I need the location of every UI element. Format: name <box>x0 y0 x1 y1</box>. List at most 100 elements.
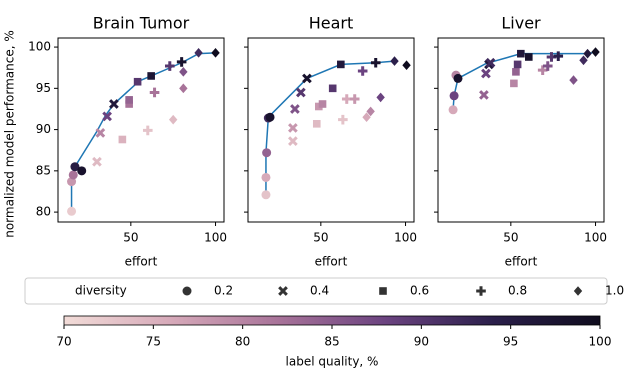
x-tick-label: 50 <box>503 231 518 245</box>
legend-label: 0.4 <box>310 284 329 298</box>
panel-title: Brain Tumor <box>93 14 190 33</box>
data-point <box>357 66 368 76</box>
data-point <box>553 51 564 61</box>
legend-label: 0.2 <box>214 284 233 298</box>
data-point <box>168 114 178 125</box>
data-point <box>569 75 578 85</box>
x-tick-label: 100 <box>394 231 417 245</box>
colorbar-tick-label: 70 <box>56 335 71 349</box>
data-point <box>211 48 220 58</box>
y-tick-label: 85 <box>36 163 51 177</box>
plot-frame <box>247 37 415 223</box>
data-point <box>337 60 345 69</box>
panel-title: Liver <box>501 14 541 33</box>
data-point <box>142 125 153 136</box>
frontier-line <box>265 60 395 195</box>
colorbar-label: label quality, % <box>286 355 379 369</box>
x-tick-label: 50 <box>123 231 138 245</box>
data-point <box>302 73 312 84</box>
x-tick-label: 100 <box>204 231 227 245</box>
data-point <box>390 56 399 66</box>
data-point <box>125 100 133 108</box>
data-point <box>312 120 321 128</box>
data-point <box>542 61 553 71</box>
data-point <box>366 106 375 117</box>
data-point <box>448 105 458 115</box>
data-point <box>164 61 175 71</box>
colorbar <box>63 315 601 326</box>
y-tick-label: 80 <box>36 205 51 219</box>
legend-title: diversity <box>75 284 127 298</box>
data-point <box>524 53 533 61</box>
data-point <box>261 190 271 200</box>
data-point <box>513 60 522 69</box>
data-point <box>147 72 155 80</box>
data-point <box>583 48 592 59</box>
data-point <box>510 79 518 88</box>
data-point <box>537 65 548 75</box>
colorbar-tick-label: 100 <box>589 335 612 349</box>
data-point <box>179 83 188 94</box>
legend-marker <box>278 286 288 296</box>
data-point <box>376 92 385 103</box>
plot-frame <box>57 37 225 223</box>
legend-marker <box>379 287 387 295</box>
data-point <box>125 96 133 104</box>
data-point <box>453 73 463 83</box>
data-point <box>92 156 102 167</box>
data-point <box>262 148 272 158</box>
legend-label: 1.0 <box>605 284 624 298</box>
data-point <box>95 128 106 138</box>
data-point <box>288 136 298 146</box>
y-tick-label: 90 <box>36 122 51 136</box>
legend-marker <box>573 286 583 296</box>
data-point <box>194 48 203 58</box>
data-point <box>338 114 348 125</box>
data-point <box>179 67 188 77</box>
data-point <box>512 68 520 76</box>
data-point <box>318 100 327 108</box>
x-axis-label: effort <box>315 255 348 269</box>
data-point <box>265 112 275 122</box>
data-point <box>349 94 360 104</box>
colorbar-tick-label: 90 <box>414 335 429 349</box>
y-tick-label: 95 <box>36 81 51 95</box>
legend-label: 0.8 <box>508 284 527 298</box>
x-axis-label: effort <box>505 255 538 269</box>
data-point <box>77 166 87 176</box>
data-point <box>67 206 77 216</box>
data-point <box>328 84 337 93</box>
colorbar-tick-label: 95 <box>503 335 518 349</box>
data-point <box>149 87 160 98</box>
data-point <box>295 87 306 98</box>
data-point <box>485 57 496 68</box>
legend-box <box>24 277 608 305</box>
data-point <box>68 170 78 180</box>
x-tick-label: 50 <box>313 231 328 245</box>
data-point <box>102 111 112 122</box>
data-point <box>288 123 298 133</box>
data-point <box>370 57 381 68</box>
data-point <box>579 55 588 66</box>
data-point <box>133 77 142 86</box>
data-point <box>261 172 271 182</box>
y-tick-label: 100 <box>28 40 51 54</box>
data-point <box>449 91 459 101</box>
data-point <box>591 47 600 57</box>
frontier-line <box>70 52 216 212</box>
legend-marker <box>476 286 486 296</box>
legend-label: 0.6 <box>410 284 429 298</box>
data-point <box>481 68 491 79</box>
x-tick-label: 100 <box>584 231 607 245</box>
plot-frame <box>437 37 605 223</box>
colorbar-tick-label: 75 <box>146 335 161 349</box>
data-point <box>362 112 371 123</box>
data-point <box>290 104 300 114</box>
data-point <box>70 162 80 172</box>
data-point <box>479 90 489 100</box>
panel-title: Heart <box>309 14 354 33</box>
data-point <box>109 99 119 109</box>
data-point <box>402 60 411 71</box>
y-axis-label: normalized model performance, % <box>3 30 17 238</box>
